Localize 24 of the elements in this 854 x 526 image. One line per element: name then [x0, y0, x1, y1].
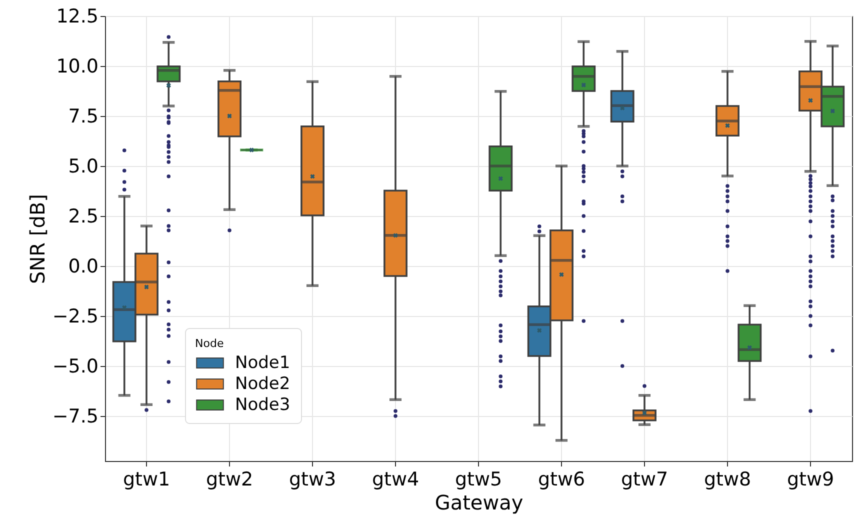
- x-tick-label: gtw6: [538, 468, 586, 490]
- y-tick-label: 0.0: [68, 256, 98, 278]
- x-tick-label: gtw2: [206, 468, 254, 490]
- x-tick-label: gtw1: [122, 468, 170, 490]
- y-tick-label: −5.0: [52, 356, 98, 378]
- y-tick-label: 10.0: [56, 56, 98, 78]
- legend-label: Node2: [235, 374, 290, 394]
- x-tick-label: gtw5: [454, 468, 502, 490]
- y-tick-label: 12.5: [56, 6, 98, 28]
- y-tick-label: −7.5: [52, 406, 98, 428]
- x-tick-label: gtw4: [372, 468, 420, 490]
- y-tick-label: 2.5: [68, 206, 98, 228]
- y-tick-label: −2.5: [52, 306, 98, 328]
- x-tick-label: gtw3: [288, 468, 336, 490]
- y-tick-label: 7.5: [68, 106, 98, 128]
- legend-label: Node1: [235, 353, 290, 373]
- legend-label: Node3: [235, 395, 290, 415]
- legend-title: Node: [195, 337, 224, 350]
- y-tick-label: 5.0: [68, 156, 98, 178]
- x-tick-label: gtw7: [620, 468, 668, 490]
- x-tick-label: gtw8: [704, 468, 752, 490]
- x-axis-title: Gateway: [434, 490, 524, 514]
- y-axis-title: SNR [dB]: [25, 194, 50, 284]
- x-tick-label: gtw9: [786, 468, 834, 490]
